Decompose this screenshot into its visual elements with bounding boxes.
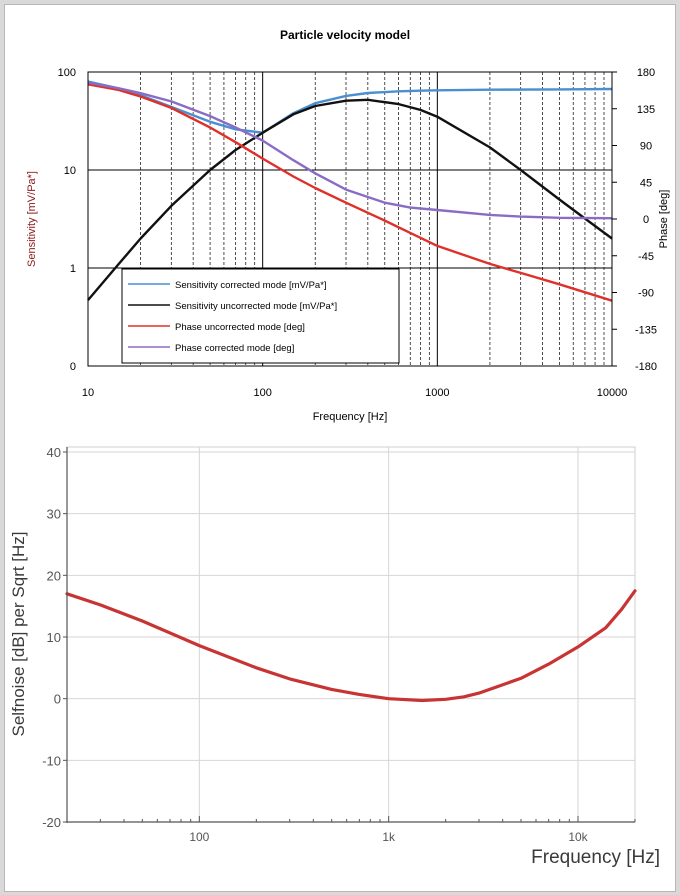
x-tick-label: 1000 [425, 387, 449, 399]
y2-tick-label: -45 [638, 251, 654, 263]
x-axis-label: Frequency [Hz] [531, 847, 660, 868]
y-tick-label: 1 [70, 263, 76, 275]
y-tick-label: 100 [58, 67, 76, 79]
sensitivity-phase-chart: Particle velocity model 10 100 1000 1000001… [26, 28, 670, 423]
series-line-1 [65, 589, 637, 703]
series-line-3 [87, 83, 613, 302]
y-tick-label: -20 [42, 815, 61, 830]
y2-tick-label: 90 [640, 141, 652, 153]
x-tick-label: 10000 [597, 387, 628, 399]
plot-area [66, 446, 636, 823]
y-tick-label: 10 [64, 165, 76, 177]
y-tick-label: 20 [47, 568, 61, 583]
tick-labels: 100 1k 10k -20 -10 0 10 20 30 40 [42, 445, 636, 844]
y2-tick-label: 45 [640, 177, 652, 189]
y-axis-label: Selfnoise [dB] per Sqrt [Hz] [9, 531, 28, 736]
y-tick-label: 0 [54, 692, 61, 707]
y-tick-label: 30 [47, 507, 61, 522]
x-axis-label: Frequency [Hz] [313, 411, 388, 423]
y2-tick-label: -90 [638, 288, 654, 300]
x-tick-label: 100 [189, 830, 209, 844]
x-tick-label: 10k [568, 830, 588, 844]
y-tick-label: 40 [47, 445, 61, 460]
x-tick-label: 1k [382, 830, 396, 844]
legend-entry: Sensitivity uncorrected mode [mV/Pa*] [175, 301, 337, 312]
series-line-4 [87, 81, 613, 220]
legend: Sensitivity corrected mode [mV/Pa*] Sensi… [121, 268, 400, 364]
series-line-2 [87, 98, 613, 301]
tick-labels: 10 100 1000 10000 0 1 10 100 180 135 90 45 0 -45 -90 -1… [58, 67, 657, 399]
series-group [87, 80, 613, 302]
y2-tick-label: 135 [637, 104, 655, 116]
y2-tick-label: 0 [643, 214, 649, 226]
legend-entry: Phase uncorrected mode [deg] [175, 322, 305, 333]
y2-axis-label: Phase [deg] [658, 190, 670, 249]
x-tick-label: 100 [253, 387, 271, 399]
selfnoise-chart: 100 1k 10k -20 -10 0 10 20 30 40 Frequency [Hz] S… [9, 445, 660, 868]
y2-tick-label: 180 [637, 67, 655, 79]
y2-tick-label: -180 [635, 361, 657, 373]
legend-entry: Sensitivity corrected mode [mV/Pa*] [175, 280, 327, 291]
y-axis-label: Sensitivity [mV/Pa*] [26, 171, 38, 267]
series-group [65, 589, 637, 703]
y-tick-label: 10 [47, 630, 61, 645]
chart-title: Particle velocity model [280, 28, 410, 42]
y-tick-label: 0 [70, 361, 76, 373]
grid [67, 447, 635, 822]
y2-tick-label: -135 [635, 324, 657, 336]
y-tick-label: -10 [42, 753, 61, 768]
legend-entry: Phase corrected mode [deg] [175, 343, 294, 354]
x-tick-label: 10 [82, 387, 94, 399]
